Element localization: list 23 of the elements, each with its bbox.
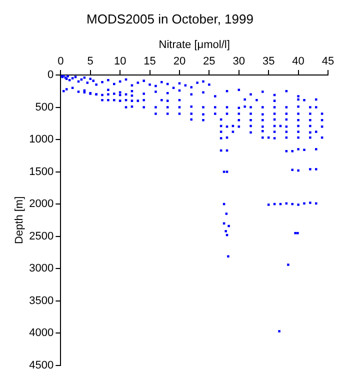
y-tick-label: 3500	[29, 294, 54, 307]
x-tick-label: 15	[144, 55, 156, 68]
y-tick-label: 1000	[29, 134, 54, 146]
y-axis-title: Depth [m]	[14, 196, 26, 244]
chart-title: MODS2005 in October, 1999	[86, 11, 254, 26]
x-axis-title: Nitrate [μmol/l]	[158, 39, 230, 52]
y-tick-label: 2000	[29, 198, 54, 210]
x-tick-label: 25	[203, 55, 216, 68]
x-tick-label: 0	[58, 55, 64, 68]
y-tick-label: 3000	[29, 262, 54, 275]
y-tick-label: 4500	[29, 359, 54, 372]
x-tick-label: 35	[262, 55, 275, 68]
x-tick-label: 20	[173, 55, 186, 68]
x-tick-label: 5	[87, 55, 94, 68]
y-tick-label: 2500	[29, 230, 54, 242]
y-tick-label: 1500	[29, 166, 54, 178]
y-tick-label: 0	[48, 69, 54, 82]
x-tick-label: 30	[232, 55, 246, 68]
y-tick-label: 500	[35, 101, 54, 114]
x-tick-label: 40	[292, 55, 304, 68]
x-tick-label: 45	[322, 55, 334, 68]
y-tick-label: 4000	[29, 327, 54, 340]
x-tick-label: 10	[114, 55, 126, 68]
